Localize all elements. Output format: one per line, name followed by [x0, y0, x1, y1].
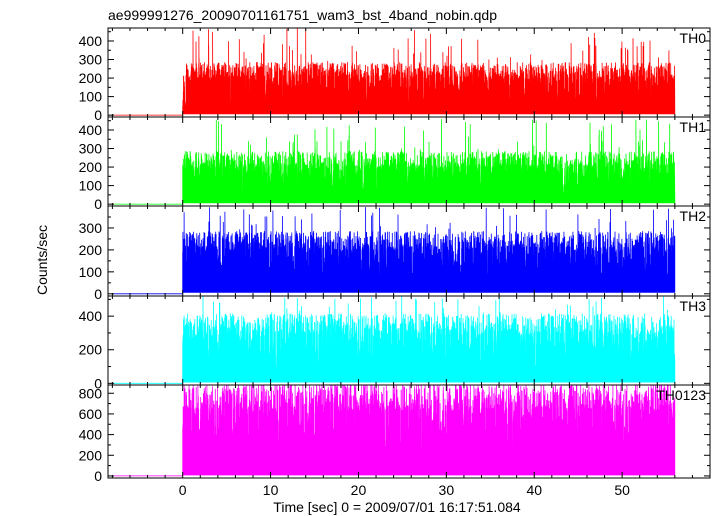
y-tick-label: 0 — [94, 468, 102, 484]
y-tick-label: 0 — [94, 107, 102, 123]
series-label: TH3 — [680, 298, 707, 314]
chart-title: ae999991276_20090701161751_wam3_bst_4ban… — [108, 7, 497, 23]
panel-th0123: 0 200 400 600 800 TH0123 — [79, 384, 711, 484]
series-label: TH2 — [680, 208, 707, 224]
x-tick-label: 0 — [179, 482, 187, 498]
x-tick-label: 30 — [439, 482, 455, 498]
y-tick-label: 200 — [79, 242, 103, 258]
y-tick-label: 100 — [79, 89, 103, 105]
panel-th1: 0 100 200 300 400 TH1 — [79, 116, 711, 212]
panels-group: 0 100 200 300 400 TH0 0 100 200 300 400 TH1 0 100 200 3… — [79, 27, 711, 484]
series-trace — [112, 119, 676, 205]
panel-th0: 0 100 200 300 400 TH0 — [79, 27, 711, 123]
panel-frame — [107, 384, 711, 479]
y-axis-label: Counts/sec — [34, 225, 50, 295]
series-trace — [112, 384, 676, 477]
y-tick-label: 0 — [94, 286, 102, 302]
x-axis-label: Time [sec] 0 = 2009/07/01 16:17:51.084 — [273, 499, 521, 515]
y-tick-label: 0 — [94, 375, 102, 391]
y-tick-label: 200 — [79, 159, 103, 175]
y-tick-label: 300 — [79, 52, 103, 68]
panel-th3: 0 200 400 TH3 — [79, 295, 711, 391]
y-tick-label: 300 — [79, 141, 103, 157]
y-tick-label: 400 — [79, 33, 103, 49]
series-label: TH1 — [680, 119, 707, 135]
series-trace — [112, 28, 676, 116]
x-tick-label: 20 — [351, 482, 367, 498]
y-tick-label: 800 — [79, 385, 103, 401]
y-tick-label: 200 — [79, 447, 103, 463]
y-tick-label: 0 — [94, 196, 102, 212]
series-label: TH0 — [680, 30, 707, 46]
panel-th2: 0 100 200 300 TH2 — [79, 205, 711, 302]
y-tick-label: 400 — [79, 308, 103, 324]
y-tick-label: 100 — [79, 264, 103, 280]
series-trace — [112, 207, 676, 295]
y-tick-label: 400 — [79, 427, 103, 443]
y-tick-label: 400 — [79, 122, 103, 138]
x-tick-label: 40 — [526, 482, 542, 498]
series-label: TH0123 — [656, 387, 706, 403]
y-tick-label: 600 — [79, 406, 103, 422]
series-trace — [112, 295, 676, 384]
x-tick-labels: 0 10 20 30 40 50 — [179, 482, 630, 498]
x-tick-label: 50 — [614, 482, 630, 498]
x-tick-label: 10 — [263, 482, 279, 498]
y-tick-label: 200 — [79, 342, 103, 358]
y-tick-label: 100 — [79, 178, 103, 194]
y-tick-label: 200 — [79, 70, 103, 86]
y-tick-label: 300 — [79, 220, 103, 236]
